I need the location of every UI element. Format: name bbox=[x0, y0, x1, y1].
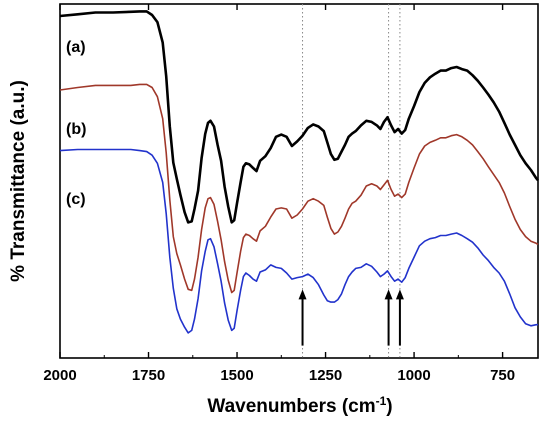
x-axis-title: Wavenumbers (cm-1) bbox=[207, 394, 392, 417]
x-tick-label: 1000 bbox=[397, 367, 430, 384]
x-axis-title-main: Wavenumbers (cm bbox=[207, 396, 375, 417]
x-tick-label: 2000 bbox=[43, 367, 76, 384]
series-line-c bbox=[59, 148, 538, 334]
series-layer bbox=[59, 10, 539, 334]
x-tick-label: 1500 bbox=[220, 367, 253, 384]
x-tick-label: 1750 bbox=[132, 367, 165, 384]
arrow-head bbox=[395, 289, 404, 300]
arrow-marker bbox=[384, 289, 393, 346]
x-axis-title-sup: -1 bbox=[376, 394, 387, 408]
series-label-c: (c) bbox=[66, 191, 86, 208]
plot-frame bbox=[59, 3, 539, 359]
series-label-a: (a) bbox=[66, 39, 86, 56]
x-tick-label: 1250 bbox=[309, 367, 342, 384]
series-label-b: (b) bbox=[66, 121, 86, 138]
series-line-b bbox=[59, 83, 539, 294]
x-axis-title-close: ) bbox=[386, 396, 392, 417]
series-line-a bbox=[59, 10, 539, 224]
reference-lines bbox=[302, 4, 401, 358]
y-axis-title: % Transmittance (a.u.) bbox=[8, 80, 29, 282]
x-tick-label: 750 bbox=[490, 367, 515, 384]
arrow-marker bbox=[395, 289, 404, 346]
arrow-marker bbox=[298, 289, 307, 346]
arrows bbox=[298, 289, 404, 346]
x-ticks: 2000 1750 1500 1250 1000 750 bbox=[43, 4, 515, 384]
arrow-head bbox=[298, 289, 307, 300]
arrow-head bbox=[384, 289, 393, 300]
